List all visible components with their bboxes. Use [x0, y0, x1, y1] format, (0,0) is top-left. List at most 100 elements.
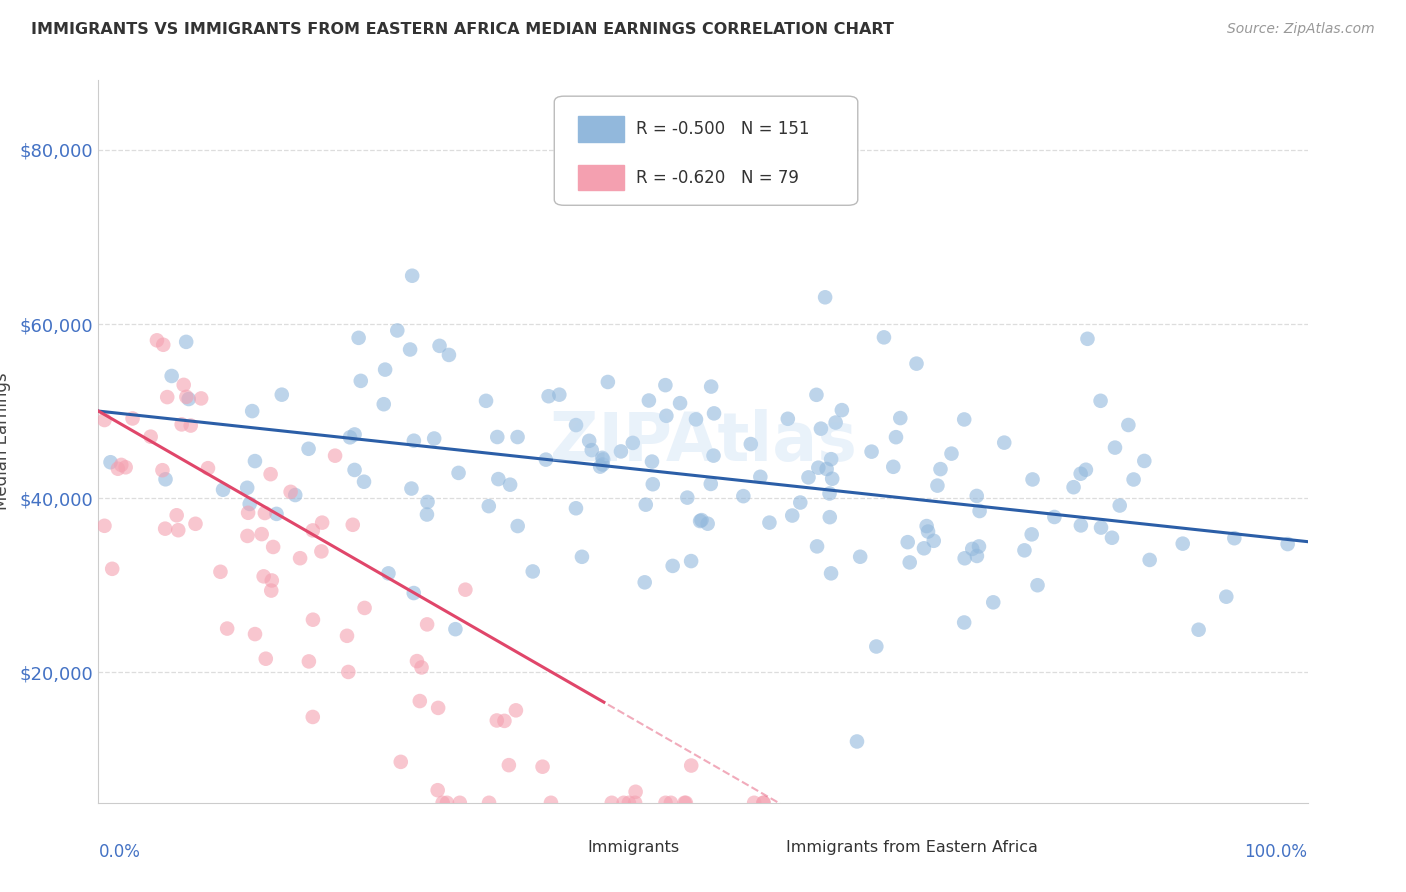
Point: [700, 379, 723, 393]
Point: [849, 549, 872, 564]
Point: [236, 481, 259, 495]
Point: [675, 796, 697, 810]
Point: [702, 449, 724, 463]
Point: [953, 615, 976, 630]
Point: [912, 541, 935, 556]
Point: [884, 430, 907, 444]
Point: [402, 434, 425, 448]
Point: [152, 338, 174, 352]
Point: [190, 392, 212, 406]
Point: [239, 497, 262, 511]
Point: [1215, 590, 1237, 604]
Point: [416, 508, 439, 522]
Point: [1090, 393, 1112, 408]
Text: R = -0.620   N = 79: R = -0.620 N = 79: [637, 169, 800, 186]
Point: [922, 533, 945, 548]
Point: [288, 551, 311, 566]
Text: IMMIGRANTS VS IMMIGRANTS FROM EASTERN AFRICA MEDIAN EARNINGS CORRELATION CHART: IMMIGRANTS VS IMMIGRANTS FROM EASTERN AF…: [31, 22, 894, 37]
Point: [156, 390, 179, 404]
Point: [1026, 578, 1049, 592]
Point: [177, 392, 200, 406]
Point: [689, 514, 711, 528]
Point: [447, 466, 470, 480]
Point: [1043, 510, 1066, 524]
Text: Immigrants from Eastern Africa: Immigrants from Eastern Africa: [786, 840, 1038, 855]
Point: [1070, 518, 1092, 533]
Point: [402, 586, 425, 600]
Point: [617, 796, 640, 810]
Point: [389, 755, 412, 769]
Point: [121, 411, 143, 425]
Point: [860, 444, 883, 458]
Point: [284, 488, 307, 502]
Point: [212, 483, 235, 497]
Point: [733, 489, 755, 503]
Text: Source: ZipAtlas.com: Source: ZipAtlas.com: [1227, 22, 1375, 37]
Point: [266, 507, 288, 521]
Point: [537, 389, 560, 403]
Point: [742, 796, 765, 810]
Point: [1122, 473, 1144, 487]
Point: [174, 334, 197, 349]
Point: [749, 470, 772, 484]
Point: [166, 508, 188, 523]
Point: [1101, 531, 1123, 545]
Point: [655, 409, 678, 423]
Point: [253, 506, 276, 520]
Point: [789, 495, 811, 509]
Point: [1277, 537, 1299, 551]
Point: [941, 447, 963, 461]
Text: 100.0%: 100.0%: [1244, 843, 1308, 861]
Point: [160, 369, 183, 384]
Point: [436, 796, 458, 810]
Point: [297, 442, 319, 456]
Point: [336, 629, 359, 643]
Point: [243, 454, 266, 468]
FancyBboxPatch shape: [554, 96, 858, 205]
Text: Immigrants: Immigrants: [586, 840, 679, 855]
Point: [818, 510, 841, 524]
Point: [432, 796, 454, 810]
Point: [661, 558, 683, 573]
Point: [810, 422, 832, 436]
Point: [814, 290, 837, 304]
Point: [342, 517, 364, 532]
Point: [475, 393, 498, 408]
Point: [323, 449, 346, 463]
Point: [592, 458, 614, 472]
Point: [270, 387, 292, 401]
Point: [167, 523, 190, 537]
Point: [377, 566, 399, 581]
Point: [676, 491, 699, 505]
Point: [499, 477, 522, 491]
Point: [311, 544, 333, 558]
Point: [243, 627, 266, 641]
Point: [173, 377, 195, 392]
Point: [107, 461, 129, 475]
Point: [815, 462, 838, 476]
Point: [1090, 520, 1112, 534]
Point: [139, 430, 162, 444]
Point: [882, 459, 904, 474]
Point: [776, 411, 799, 425]
Point: [101, 562, 124, 576]
Point: [1133, 454, 1156, 468]
Point: [1074, 463, 1097, 477]
Point: [596, 375, 619, 389]
Point: [506, 430, 529, 444]
Point: [486, 430, 509, 444]
Point: [969, 504, 991, 518]
Point: [966, 549, 988, 563]
Point: [387, 323, 409, 337]
Point: [592, 452, 614, 467]
Point: [498, 758, 520, 772]
Point: [522, 565, 544, 579]
Point: [209, 565, 232, 579]
Point: [152, 463, 174, 477]
Point: [659, 796, 682, 810]
Point: [399, 343, 422, 357]
Point: [752, 796, 775, 810]
Point: [758, 516, 780, 530]
Point: [797, 470, 820, 484]
Point: [153, 522, 176, 536]
